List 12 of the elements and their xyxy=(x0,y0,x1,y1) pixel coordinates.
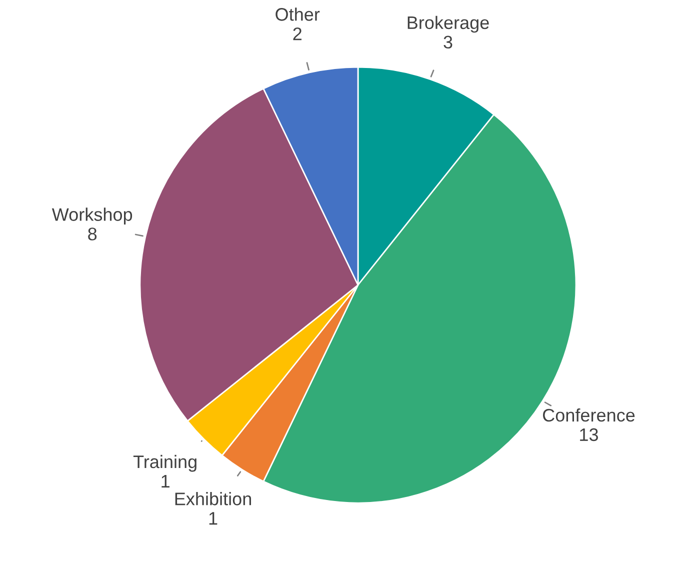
data-label: 1 xyxy=(209,512,218,525)
data-label: 1 xyxy=(162,475,170,488)
slice-label: Conference xyxy=(542,408,635,422)
slice-label: Brokerage xyxy=(408,16,489,33)
data-label: 8 xyxy=(88,228,97,240)
slice-label: Other xyxy=(276,8,320,21)
data-label: 2 xyxy=(293,27,302,40)
slice-label: Workshop xyxy=(52,208,132,225)
slice-label: Exhibition xyxy=(175,492,251,506)
data-label: 3 xyxy=(444,36,452,49)
data-label: 13 xyxy=(580,428,598,442)
slice-label: Training xyxy=(133,454,196,472)
